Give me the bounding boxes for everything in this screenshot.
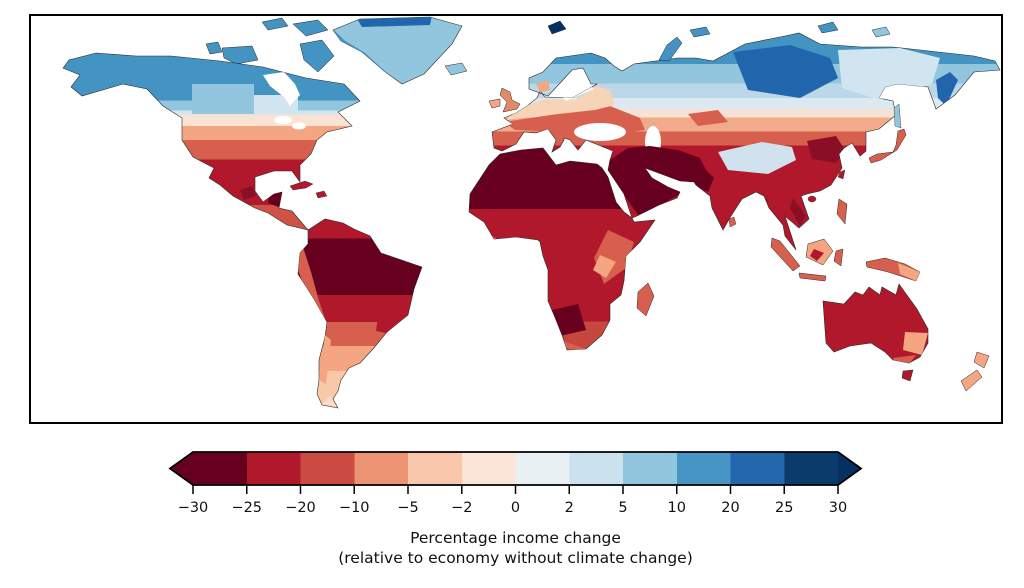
tick-label: 0: [511, 500, 520, 516]
region-indochina-dark: [790, 198, 806, 226]
colorbar-arrow-right: [838, 452, 861, 485]
tick-label: 10: [668, 500, 686, 516]
region-sumatra: [770, 237, 801, 272]
hudson-bay: [263, 72, 300, 106]
region-chile-strip: [319, 335, 331, 384]
tick-label: −2: [451, 500, 472, 516]
tick-label: 30: [829, 500, 847, 516]
region-victoria-island: [221, 45, 259, 65]
region-taiwan: [837, 169, 846, 180]
region-sakhalin: [893, 103, 902, 129]
region-sw-canada-band: [192, 84, 254, 114]
colorbar-segment: [354, 452, 408, 485]
colorbar-segment: [676, 452, 731, 485]
region-ireland: [488, 98, 501, 109]
tick-label: 25: [775, 500, 793, 516]
region-ellesmere-island: [292, 19, 329, 37]
region-sri-lanka: [728, 216, 737, 228]
region-great-britain: [499, 87, 521, 113]
tick-label: −30: [178, 500, 209, 516]
region-ne-china-dark: [807, 136, 845, 163]
tick-label: 20: [721, 500, 739, 516]
region-central-siberia-dark: [733, 45, 838, 98]
colorbar-segment: [300, 452, 355, 485]
colorbar-segment: [461, 452, 516, 485]
region-sulawesi: [833, 248, 844, 267]
world-choropleth-map: [29, 14, 1003, 424]
tick-label: −5: [397, 500, 418, 516]
colorbar-segment: [784, 452, 838, 485]
colorbar-tick-marks: [192, 485, 839, 494]
black-sea: [574, 123, 626, 141]
region-kazakhstan-red: [688, 110, 728, 126]
region-svalbard: [547, 20, 567, 35]
region-new-siberian-islands: [871, 26, 891, 38]
tick-label: 5: [618, 500, 627, 516]
colorbar-segment: [569, 452, 623, 485]
region-japan: [868, 128, 907, 164]
tick-label: 2: [565, 500, 574, 516]
region-tasmania: [901, 369, 914, 382]
colorbar-segment: [730, 452, 785, 485]
colorbar: −30 −25 −20 −10 −5 −2 0 2 5 10 20 25 30 …: [168, 451, 863, 567]
region-nz-north-island: [973, 351, 990, 369]
region-africa: [468, 147, 656, 351]
region-oslo-patch: [536, 80, 550, 92]
colorbar-segment: [408, 452, 462, 485]
north-america-overlays: [192, 72, 306, 208]
region-hispaniola: [315, 190, 328, 199]
colorbar-segment: [515, 452, 570, 485]
great-lakes-east: [292, 122, 306, 130]
region-north-europe-peach: [506, 86, 615, 120]
region-philippines: [836, 198, 848, 225]
tick-label: −25: [231, 500, 262, 516]
region-borneo-south-patch: [810, 249, 824, 261]
region-kamchatka-dark: [936, 72, 958, 106]
region-franz-josef: [689, 26, 711, 38]
colorbar-segments: [193, 452, 838, 485]
colorbar-caption-line2: (relative to economy without climate cha…: [338, 549, 693, 567]
tick-label: −20: [285, 500, 316, 516]
region-iceland: [444, 62, 468, 76]
colorbar-caption: Percentage income change (relative to ec…: [338, 529, 693, 567]
tick-label: −10: [339, 500, 370, 516]
arctic-islands-canada: [205, 17, 335, 73]
colorbar-segment: [193, 452, 247, 485]
region-south-africa-coast: [563, 341, 586, 350]
map-frame: [29, 14, 1003, 424]
colorbar-arrow-left: [170, 452, 193, 485]
region-png-east: [898, 263, 920, 281]
region-andes-strip: [298, 247, 327, 329]
region-botswana-namibia: [552, 304, 586, 336]
great-lakes-west: [274, 116, 292, 124]
region-qe-islands: [261, 17, 289, 31]
region-baffin-island: [299, 39, 335, 73]
region-east-africa-light: [593, 255, 616, 278]
region-banks-island: [205, 41, 223, 55]
colorbar-segment: [246, 452, 301, 485]
region-nsw: [903, 332, 928, 355]
region-central-mexico: [240, 186, 256, 200]
region-nz-south-island: [960, 369, 983, 392]
region-novaya-zemlya: [658, 36, 683, 62]
colorbar-tick-labels: −30 −25 −20 −10 −5 −2 0 2 5 10 20 25 30: [178, 500, 848, 516]
colorbar-segment: [623, 452, 677, 485]
region-tibet-plateau: [718, 142, 796, 174]
region-hainan: [807, 195, 817, 203]
region-java: [798, 272, 827, 282]
region-tierra-del-fuego: [322, 396, 337, 407]
colorbar-caption-line1: Percentage income change: [410, 529, 621, 547]
region-severnaya-zemlya: [817, 21, 839, 34]
region-madagascar: [636, 282, 655, 317]
region-cuba: [289, 180, 314, 191]
